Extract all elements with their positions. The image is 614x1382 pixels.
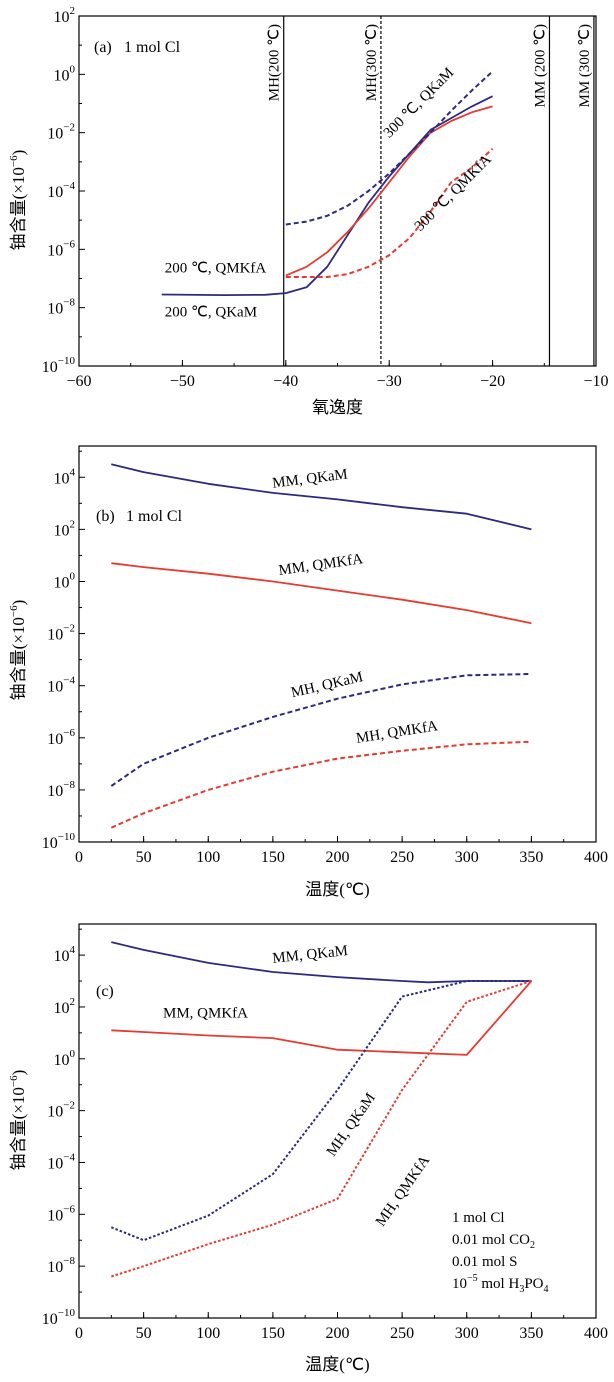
series-line xyxy=(110,980,532,1278)
series-annotation: MH, QKaM xyxy=(324,1090,379,1159)
x-tick-label: 400 xyxy=(584,849,608,866)
y-tick-label: 10−6 xyxy=(47,1203,75,1224)
y-tick-label: 100 xyxy=(54,63,76,84)
condition-line: 10−5 mol H3PO4 xyxy=(452,1273,549,1295)
condition-line: 1 mol Cl xyxy=(452,1210,505,1226)
buffer-label: MM (200 ℃) xyxy=(532,24,548,108)
series-annotation: MH, QKaM xyxy=(290,669,365,701)
series-line xyxy=(111,463,532,531)
series-line xyxy=(161,95,493,296)
y-tick-label: 102 xyxy=(54,518,76,539)
panel-c: 0 50 100 150 200 250 300 350 400 10−10 10−8 10−6 10−… xyxy=(8,923,608,1375)
series-annotation: 300 ℃, QMKfA xyxy=(412,151,495,234)
x-tick-label: 400 xyxy=(584,1325,608,1342)
condition-text: 1 mol Cl xyxy=(126,508,183,525)
y-tick-label: 104 xyxy=(54,466,76,487)
y-axis-label: 铀含量(×10−6) xyxy=(8,1070,29,1171)
panel-a: −60 −50 −40 −30 −20 −10 10−10 10−8 10−6 10−4 10−2 1… xyxy=(8,5,609,418)
x-tick-label: 50 xyxy=(136,1325,152,1342)
x-tick-label: 300 xyxy=(455,1325,479,1342)
series-annotation: MM, QMKfA xyxy=(163,1005,248,1021)
y-axis-label: 铀含量(×10−6) xyxy=(8,150,29,251)
y-tick-label: 10−8 xyxy=(47,779,75,800)
x-tick-label: −30 xyxy=(377,373,402,390)
plot-frame xyxy=(78,445,597,843)
y-axis-label: 铀含量(×10−6) xyxy=(8,600,29,701)
y-tick-label: 10−8 xyxy=(47,297,75,318)
x-tick-label: 200 xyxy=(326,1325,350,1342)
x-tick-label: −20 xyxy=(480,373,505,390)
y-tick-label: 100 xyxy=(54,570,76,591)
y-tick-label: 104 xyxy=(54,944,76,965)
y-tick-label: 10−4 xyxy=(47,1151,75,1172)
y-tick-label: 10−10 xyxy=(42,1307,76,1328)
panel-label: (a) xyxy=(94,39,112,56)
series-line xyxy=(285,70,494,226)
y-tick-label: 102 xyxy=(54,996,76,1017)
x-tick-label: −50 xyxy=(170,373,195,390)
y-tick-label: 100 xyxy=(54,1048,76,1069)
y-tick-label: 10−2 xyxy=(47,1100,75,1121)
y-tick-label: 10−2 xyxy=(47,623,75,644)
y-tick-label: 10−2 xyxy=(47,122,75,143)
buffer-label: MH(200 ℃) xyxy=(267,24,283,101)
series-annotation: 300 ℃, QKaM xyxy=(381,65,458,142)
x-tick-label: 250 xyxy=(390,849,414,866)
series-annotation: MM, QKaM xyxy=(271,467,348,492)
y-tick-label: 102 xyxy=(54,5,76,26)
series-line xyxy=(110,673,532,787)
x-tick-label: 150 xyxy=(261,849,285,866)
x-tick-label: 0 xyxy=(75,1325,83,1342)
series-line xyxy=(110,980,532,1242)
series-annotation: MH, QMKfA xyxy=(373,1153,434,1230)
y-tick-label: 10−4 xyxy=(47,180,75,201)
series-line xyxy=(111,562,532,625)
x-tick-label: 100 xyxy=(196,849,220,866)
series-annotation: 200 ℃, QMKfA xyxy=(165,261,267,277)
x-tick-label: 250 xyxy=(390,1325,414,1342)
buffer-label: MH(300 ℃) xyxy=(364,24,380,101)
x-axis-label: 温度(℃) xyxy=(305,880,369,900)
series-line xyxy=(285,105,493,277)
x-tick-label: 150 xyxy=(261,1325,285,1342)
x-tick-label: −40 xyxy=(273,373,298,390)
y-tick-label: 10−8 xyxy=(47,1255,75,1276)
x-tick-label: 350 xyxy=(519,849,543,866)
series-annotation: 200 ℃, QKaM xyxy=(165,304,257,320)
condition-line: 0.01 mol CO2 xyxy=(452,1232,535,1251)
x-tick-label: 300 xyxy=(455,849,479,866)
x-tick-label: 350 xyxy=(519,1325,543,1342)
x-tick-label: −10 xyxy=(583,373,608,390)
condition-line: 0.01 mol S xyxy=(452,1254,517,1270)
x-tick-label: 0 xyxy=(75,849,83,866)
buffer-label: MM (300 ℃) xyxy=(577,24,593,108)
series-annotation: MM, QMKfA xyxy=(278,551,365,579)
series-annotation: MH, QMKfA xyxy=(355,718,439,747)
series-annotation: MM, QKaM xyxy=(272,943,349,967)
series-line xyxy=(285,147,494,278)
y-tick-label: 10−10 xyxy=(42,355,76,376)
series-line xyxy=(110,740,532,829)
series-line xyxy=(111,980,533,1056)
panel-b: 0 50 100 150 200 250 300 350 400 10−10 10−8 10−6 10−… xyxy=(8,445,608,900)
y-tick-label: 10−10 xyxy=(42,831,76,852)
series-line xyxy=(111,941,532,984)
x-tick-label: −60 xyxy=(66,373,91,390)
x-tick-label: 50 xyxy=(136,849,152,866)
y-tick-label: 10−6 xyxy=(47,727,75,748)
plot-frame xyxy=(78,15,597,367)
x-axis-label: 氧逸度 xyxy=(312,398,363,418)
plot-frame xyxy=(78,923,597,1319)
panel-label: (c) xyxy=(96,983,114,1000)
x-tick-label: 100 xyxy=(196,1325,220,1342)
panel-label: (b) xyxy=(96,508,115,525)
condition-text: 1 mol Cl xyxy=(124,39,181,56)
y-tick-label: 10−6 xyxy=(47,238,75,259)
y-tick-label: 10−4 xyxy=(47,675,75,696)
x-axis-label: 温度(℃) xyxy=(305,1355,369,1375)
x-tick-label: 200 xyxy=(326,849,350,866)
